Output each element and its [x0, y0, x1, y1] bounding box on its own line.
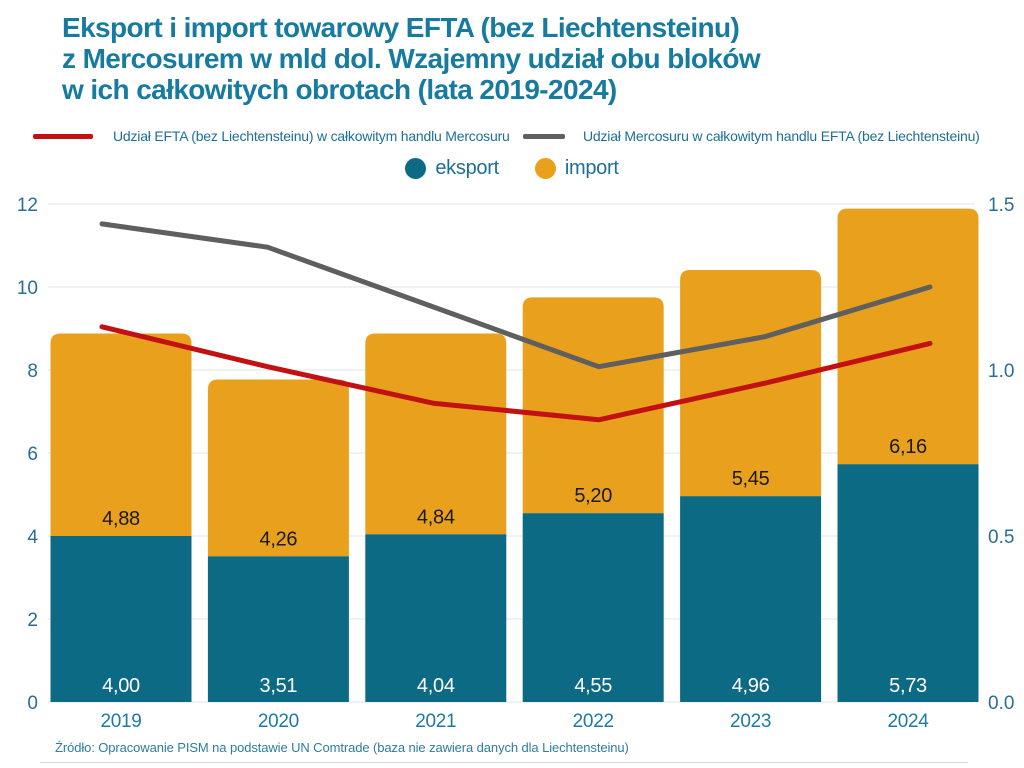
left-axis-tick-10: 10	[17, 278, 38, 299]
x-axis-label-2020: 2020	[258, 711, 299, 732]
eksport-value-label-2019: 4,00	[102, 675, 140, 697]
legend-item-import: import	[534, 156, 619, 180]
left-axis-tick-8: 8	[27, 361, 38, 382]
right-axis-tick-0.0: 0.0	[988, 693, 1014, 714]
bar-eksport-2022	[522, 513, 664, 702]
gray-line-swatch	[523, 133, 565, 139]
bar-import-2020	[207, 379, 349, 557]
chart-title-line-3: w ich całkowitych obrotach (lata 2019-20…	[62, 74, 617, 105]
import-value-label-2022: 5,20	[574, 485, 612, 507]
legend-item-mercosur-share: Udział Mercosuru w całkowitym handlu EFT…	[523, 128, 980, 144]
legend-label-mercosur-share: Udział Mercosuru w całkowitym handlu EFT…	[583, 128, 980, 144]
bar-import-2021	[365, 333, 507, 535]
red-line-swatch	[33, 133, 93, 139]
bar-import-2019	[50, 333, 192, 536]
left-axis-tick-6: 6	[27, 444, 38, 465]
bar-import-2023	[680, 269, 822, 497]
source-note: Źródło: Opracowanie PISM na podstawie UN…	[55, 740, 629, 755]
legend-item-efta-share: Udział EFTA (bez Liechtensteinu) w całko…	[33, 128, 510, 144]
left-axis-tick-0: 0	[27, 693, 38, 714]
line-series-legend: Udział EFTA (bez Liechtensteinu) w całko…	[0, 128, 1024, 148]
legend-label-import: import	[564, 156, 619, 179]
x-axis-label-2023: 2023	[730, 711, 771, 732]
left-axis-tick-2: 2	[27, 610, 38, 631]
line-series-mercosur-share	[99, 221, 933, 370]
import-value-label-2020: 4,26	[260, 528, 298, 550]
x-axis-label-2021: 2021	[415, 711, 456, 732]
chart-title-line-1: Eksport i import towarowy EFTA (bez Liec…	[62, 12, 740, 43]
eksport-value-label-2023: 4,96	[732, 675, 770, 697]
legend-item-eksport: eksport	[405, 157, 499, 180]
eksport-value-label-2020: 3,51	[260, 675, 298, 697]
legend-label-efta-share: Udział EFTA (bez Liechtensteinu) w całko…	[113, 128, 510, 144]
import-value-label-2019: 4,88	[102, 508, 140, 530]
left-axis-tick-12: 12	[17, 195, 38, 216]
x-axis-label-2024: 2024	[887, 711, 929, 732]
bar-eksport-2019	[50, 536, 192, 702]
eksport-value-label-2024: 5,73	[889, 675, 927, 697]
legend-label-eksport: eksport	[435, 156, 499, 179]
right-axis-tick-0.5: 0.5	[988, 527, 1014, 548]
right-axis-tick-1.5: 1.5	[988, 195, 1014, 216]
bar-import-2024	[837, 208, 979, 465]
bar-series-legend: eksport import	[0, 155, 1024, 181]
eksport-value-label-2021: 4,04	[417, 675, 455, 697]
x-axis-label-2022: 2022	[573, 711, 614, 732]
import-value-label-2023: 5,45	[732, 468, 770, 490]
bar-eksport-2021	[365, 534, 507, 702]
right-axis-tick-1.0: 1.0	[988, 361, 1014, 382]
eksport-dot-swatch	[405, 157, 427, 179]
x-axis-label-2019: 2019	[100, 711, 141, 732]
bar-eksport-2024	[837, 464, 979, 702]
line-series-efta-share	[99, 324, 933, 423]
import-value-label-2021: 4,84	[417, 506, 455, 528]
eksport-value-label-2022: 4,55	[574, 675, 612, 697]
left-axis-tick-4: 4	[27, 527, 38, 548]
import-dot-swatch	[534, 157, 556, 179]
chart-title: Eksport i import towarowy EFTA (bez Liec…	[62, 12, 761, 105]
footer-divider	[40, 762, 968, 763]
bar-eksport-2020	[207, 556, 349, 702]
chart-title-line-2: z Mercosurem w mld dol. Wzajemny udział …	[62, 43, 761, 74]
import-value-label-2024: 6,16	[889, 436, 927, 458]
bar-eksport-2023	[680, 496, 822, 702]
bar-import-2022	[522, 297, 664, 514]
